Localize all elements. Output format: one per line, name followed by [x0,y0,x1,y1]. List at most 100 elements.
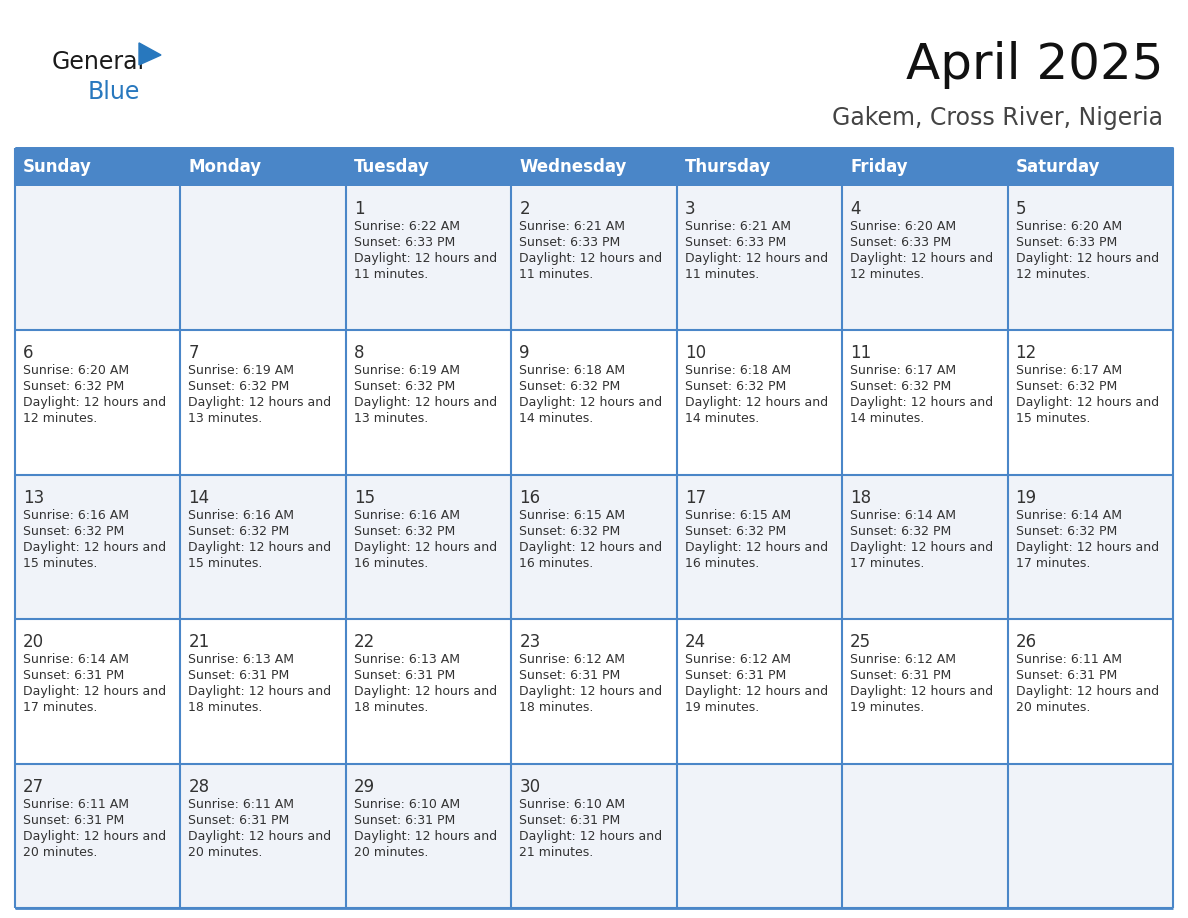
Bar [15,186,1173,330]
Text: 14 minutes.: 14 minutes. [519,412,594,425]
Text: Daylight: 12 hours and: Daylight: 12 hours and [23,541,166,554]
Text: Sunrise: 6:18 AM: Sunrise: 6:18 AM [519,364,625,377]
Text: 5: 5 [1016,200,1026,218]
Text: 17 minutes.: 17 minutes. [1016,557,1089,570]
Text: Sunrise: 6:19 AM: Sunrise: 6:19 AM [189,364,295,377]
Text: Sunset: 6:31 PM: Sunset: 6:31 PM [23,813,125,826]
Text: Sunset: 6:31 PM: Sunset: 6:31 PM [519,813,620,826]
Text: Sunset: 6:31 PM: Sunset: 6:31 PM [23,669,125,682]
Text: 14 minutes.: 14 minutes. [684,412,759,425]
Text: Daylight: 12 hours and: Daylight: 12 hours and [189,541,331,554]
Text: 16 minutes.: 16 minutes. [519,557,594,570]
Text: Sunrise: 6:14 AM: Sunrise: 6:14 AM [1016,509,1121,521]
Text: Daylight: 12 hours and: Daylight: 12 hours and [519,541,663,554]
Text: Sunrise: 6:18 AM: Sunrise: 6:18 AM [684,364,791,377]
Text: Daylight: 12 hours and: Daylight: 12 hours and [1016,397,1158,409]
Text: Daylight: 12 hours and: Daylight: 12 hours and [1016,252,1158,265]
Text: Sunrise: 6:20 AM: Sunrise: 6:20 AM [23,364,129,377]
Text: 11 minutes.: 11 minutes. [684,268,759,281]
Text: Sunrise: 6:20 AM: Sunrise: 6:20 AM [851,220,956,233]
Text: Daylight: 12 hours and: Daylight: 12 hours and [354,541,497,554]
Text: 19: 19 [1016,488,1037,507]
Text: 21 minutes.: 21 minutes. [519,845,594,858]
Bar [15,475,1173,620]
Text: 20: 20 [23,633,44,651]
Text: 15: 15 [354,488,375,507]
Text: 15 minutes.: 15 minutes. [23,557,97,570]
Text: 16 minutes.: 16 minutes. [354,557,428,570]
Text: 4: 4 [851,200,860,218]
Text: Sunset: 6:32 PM: Sunset: 6:32 PM [519,525,620,538]
Text: 18 minutes.: 18 minutes. [354,701,428,714]
Text: 2: 2 [519,200,530,218]
Text: 3: 3 [684,200,695,218]
Text: Sunrise: 6:21 AM: Sunrise: 6:21 AM [684,220,791,233]
Text: Gakem, Cross River, Nigeria: Gakem, Cross River, Nigeria [832,106,1163,130]
Text: 13 minutes.: 13 minutes. [189,412,263,425]
Text: Sunset: 6:32 PM: Sunset: 6:32 PM [851,525,952,538]
Text: Sunrise: 6:14 AM: Sunrise: 6:14 AM [851,509,956,521]
Text: 29: 29 [354,778,375,796]
Text: Sunset: 6:32 PM: Sunset: 6:32 PM [23,380,125,394]
Text: Sunset: 6:32 PM: Sunset: 6:32 PM [1016,380,1117,394]
Text: General: General [52,50,145,74]
Text: Sunrise: 6:22 AM: Sunrise: 6:22 AM [354,220,460,233]
Text: Thursday: Thursday [684,158,771,176]
Text: 28: 28 [189,778,209,796]
Text: 9: 9 [519,344,530,363]
Text: 18 minutes.: 18 minutes. [189,701,263,714]
Text: Tuesday: Tuesday [354,158,430,176]
Bar [15,620,1173,764]
Text: Daylight: 12 hours and: Daylight: 12 hours and [851,685,993,699]
Text: Sunset: 6:32 PM: Sunset: 6:32 PM [684,525,786,538]
Text: 1: 1 [354,200,365,218]
Text: Daylight: 12 hours and: Daylight: 12 hours and [354,397,497,409]
Text: Sunset: 6:32 PM: Sunset: 6:32 PM [519,380,620,394]
Text: Sunset: 6:31 PM: Sunset: 6:31 PM [1016,669,1117,682]
Text: 11 minutes.: 11 minutes. [519,268,594,281]
Text: Sunrise: 6:11 AM: Sunrise: 6:11 AM [23,798,129,811]
Text: 8: 8 [354,344,365,363]
Text: Sunset: 6:33 PM: Sunset: 6:33 PM [851,236,952,249]
Text: 19 minutes.: 19 minutes. [851,701,924,714]
Text: 25: 25 [851,633,871,651]
Text: Sunrise: 6:16 AM: Sunrise: 6:16 AM [189,509,295,521]
Text: Daylight: 12 hours and: Daylight: 12 hours and [23,685,166,699]
Text: 16: 16 [519,488,541,507]
Text: Sunrise: 6:11 AM: Sunrise: 6:11 AM [189,798,295,811]
Text: Sunrise: 6:13 AM: Sunrise: 6:13 AM [189,654,295,666]
Text: 20 minutes.: 20 minutes. [189,845,263,858]
Text: Daylight: 12 hours and: Daylight: 12 hours and [189,830,331,843]
Text: 17 minutes.: 17 minutes. [23,701,97,714]
Text: 19 minutes.: 19 minutes. [684,701,759,714]
Text: Sunrise: 6:15 AM: Sunrise: 6:15 AM [684,509,791,521]
Bar [15,330,1173,475]
Text: 20 minutes.: 20 minutes. [1016,701,1089,714]
Text: Sunset: 6:31 PM: Sunset: 6:31 PM [354,813,455,826]
Text: Daylight: 12 hours and: Daylight: 12 hours and [684,397,828,409]
Text: 7: 7 [189,344,198,363]
Text: Sunset: 6:32 PM: Sunset: 6:32 PM [23,525,125,538]
Text: Sunset: 6:33 PM: Sunset: 6:33 PM [1016,236,1117,249]
Text: Sunrise: 6:12 AM: Sunrise: 6:12 AM [851,654,956,666]
Text: Sunrise: 6:10 AM: Sunrise: 6:10 AM [519,798,625,811]
Text: 18 minutes.: 18 minutes. [519,701,594,714]
Text: 23: 23 [519,633,541,651]
Text: 12 minutes.: 12 minutes. [23,412,97,425]
Text: Wednesday: Wednesday [519,158,626,176]
Text: Sunrise: 6:11 AM: Sunrise: 6:11 AM [1016,654,1121,666]
Text: Sunrise: 6:17 AM: Sunrise: 6:17 AM [851,364,956,377]
Text: 12 minutes.: 12 minutes. [1016,268,1089,281]
Text: 17 minutes.: 17 minutes. [851,557,924,570]
Text: Sunset: 6:32 PM: Sunset: 6:32 PM [684,380,786,394]
Text: 16 minutes.: 16 minutes. [684,557,759,570]
Text: Daylight: 12 hours and: Daylight: 12 hours and [519,252,663,265]
Text: 13 minutes.: 13 minutes. [354,412,428,425]
Text: Sunset: 6:31 PM: Sunset: 6:31 PM [354,669,455,682]
Text: Daylight: 12 hours and: Daylight: 12 hours and [189,685,331,699]
Text: April 2025: April 2025 [905,41,1163,89]
Text: Sunset: 6:31 PM: Sunset: 6:31 PM [851,669,952,682]
Text: 17: 17 [684,488,706,507]
Text: Daylight: 12 hours and: Daylight: 12 hours and [354,685,497,699]
Text: 20 minutes.: 20 minutes. [354,845,428,858]
